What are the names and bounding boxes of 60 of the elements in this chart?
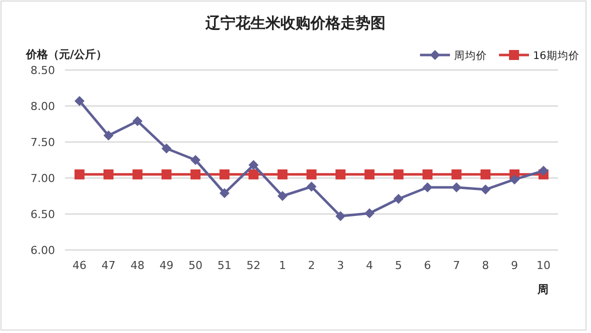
x-tick-label: 47 — [102, 259, 116, 272]
point — [74, 96, 84, 106]
point — [306, 182, 316, 192]
y-tick-label: 7.00 — [30, 172, 55, 185]
chart-title: 辽宁花生米收购价格走势图 — [204, 14, 386, 32]
x-tick-label: 3 — [337, 259, 344, 272]
point — [190, 169, 200, 180]
point — [162, 169, 172, 180]
point — [74, 169, 84, 180]
point — [394, 169, 404, 180]
point — [278, 169, 288, 180]
point — [364, 208, 374, 218]
point — [480, 169, 490, 180]
y-tick-label: 7.50 — [30, 136, 55, 149]
point — [394, 194, 404, 204]
x-tick-label: 2 — [308, 259, 315, 272]
x-tick-label: 9 — [511, 259, 518, 272]
point — [190, 155, 200, 165]
x-tick-label: 49 — [160, 259, 174, 272]
point — [452, 182, 462, 192]
point — [538, 166, 548, 176]
x-tick-label: 52 — [246, 259, 260, 272]
y-tick-label: 8.50 — [30, 64, 55, 77]
x-tick-label: 10 — [536, 259, 550, 272]
point — [480, 184, 490, 195]
point — [104, 130, 114, 141]
point — [364, 169, 374, 180]
x-tick-label: 50 — [188, 259, 202, 272]
legend-label: 周均价 — [454, 50, 487, 62]
x-tick-label: 8 — [482, 259, 489, 272]
point — [220, 169, 230, 180]
x-tick-label: 48 — [130, 259, 144, 272]
y-tick-label: 8.00 — [30, 100, 55, 113]
x-tick-label: 46 — [72, 259, 86, 272]
y-tick-label: 6.00 — [30, 244, 55, 257]
point — [422, 182, 432, 192]
point — [220, 188, 230, 198]
point — [336, 169, 346, 180]
x-tick-label: 51 — [218, 259, 232, 272]
legend-label: 16期均价 — [533, 50, 580, 62]
point — [162, 143, 172, 154]
point — [104, 169, 114, 180]
x-axis-title: 周 — [536, 283, 548, 296]
point — [452, 169, 462, 180]
x-tick-label: 6 — [424, 259, 431, 272]
point — [510, 174, 520, 184]
y-tick-label: 6.50 — [30, 208, 55, 221]
x-tick-label: 1 — [279, 259, 286, 272]
x-tick-label: 7 — [453, 259, 460, 272]
point — [336, 211, 346, 222]
point — [132, 169, 142, 180]
point — [278, 191, 288, 201]
point — [132, 116, 142, 126]
y-axis-title: 价格（元/公斤） — [25, 48, 108, 61]
point — [422, 169, 432, 180]
point — [248, 169, 258, 180]
x-tick-label: 5 — [395, 259, 402, 272]
x-tick-label: 4 — [366, 259, 373, 272]
point — [306, 169, 316, 180]
point — [248, 160, 258, 170]
